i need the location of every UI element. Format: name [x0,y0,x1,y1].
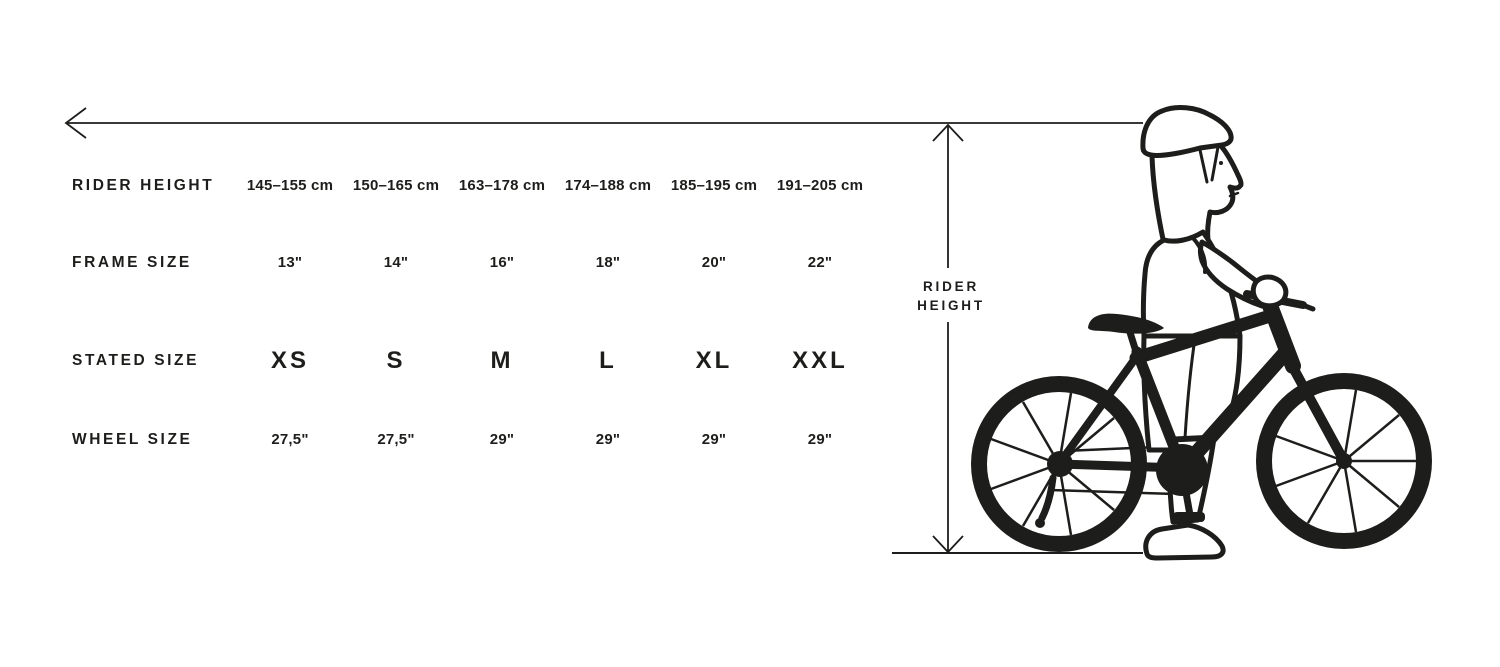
up-arrowhead-icon [932,123,964,142]
table-cell: 163–178 cm [458,177,546,194]
table-cell: M [490,347,514,374]
table-cell: XL [695,347,733,374]
helmet-strap-front [1198,148,1209,184]
left-arrowhead-icon [64,107,87,139]
rider-shoe [1143,522,1226,561]
table-cell: 191–205 cm [776,177,864,194]
rider-height-annotation-line2: HEIGHT [917,298,985,313]
table-cell: XS [270,347,309,374]
brake-lever [1297,301,1316,312]
table-cell: 18" [595,254,621,271]
table-cell: 27,5" [377,431,415,448]
table-cell: 29" [595,431,621,448]
table-cell: 29" [489,431,515,448]
row-label-wheel-size: WHEEL SIZE [72,431,193,448]
derailleur-pulley [1035,518,1045,528]
rider-mouth [1228,191,1240,198]
rider-head [1149,142,1244,247]
helmet-strap-back [1210,145,1220,182]
chain-lower [1049,488,1177,496]
table-row-stated-size: STATED SIZE XS S M L XL XXL [72,342,873,380]
seat-stay [1055,352,1141,468]
table-cell: 150–165 cm [352,177,440,194]
rider-helmet [1140,105,1234,158]
pedal [1173,512,1205,522]
table-cell: L [599,347,617,374]
head-tube [1261,295,1301,374]
bicycle-frame [1054,290,1349,522]
sleeve-line [1191,236,1208,274]
rider-height-annotation: RIDER HEIGHT [886,277,1016,315]
table-cell: XXL [792,347,848,374]
shorts-seam [1183,336,1197,440]
row-label-rider-height: RIDER HEIGHT [72,177,215,194]
table-cell: S [386,347,406,374]
crank-arm [1178,466,1194,519]
down-tube [1175,344,1294,476]
derailleur [1038,474,1057,522]
top-tube [1129,308,1280,365]
table-cell: 22" [807,254,833,271]
measure-arrows [64,107,1143,554]
table-cell: 29" [701,431,727,448]
row-label-stated-size: STATED SIZE [72,352,200,369]
table-cell: 174–188 cm [564,177,652,194]
table-row-wheel-size: WHEEL SIZE 27,5" 27,5" 29" 29" 29" 29" [72,424,873,456]
rider-height-annotation-line1: RIDER [922,279,979,294]
table-cell: 13" [277,254,303,271]
table-cell: 29" [807,431,833,448]
table-row-frame-size: FRAME SIZE 13" 14" 16" 18" 20" 22" [72,247,873,279]
table-cell: 16" [489,254,515,271]
table-cell: 20" [701,254,727,271]
table-cell: 185–195 cm [670,177,758,194]
table-cell: 27,5" [271,431,309,448]
rider-hand [1250,274,1289,309]
row-label-frame-size: FRAME SIZE [72,254,192,271]
table-cell: 14" [383,254,409,271]
table-row-rider-height: RIDER HEIGHT 145–155 cm 150–165 cm 163–1… [72,170,873,202]
fork [1285,357,1349,466]
front-wheel [1256,373,1432,549]
table-cell: 145–155 cm [246,177,334,194]
rider-eye [1219,161,1223,165]
saddle [1088,313,1164,334]
bicycle-wheels [971,373,1432,552]
